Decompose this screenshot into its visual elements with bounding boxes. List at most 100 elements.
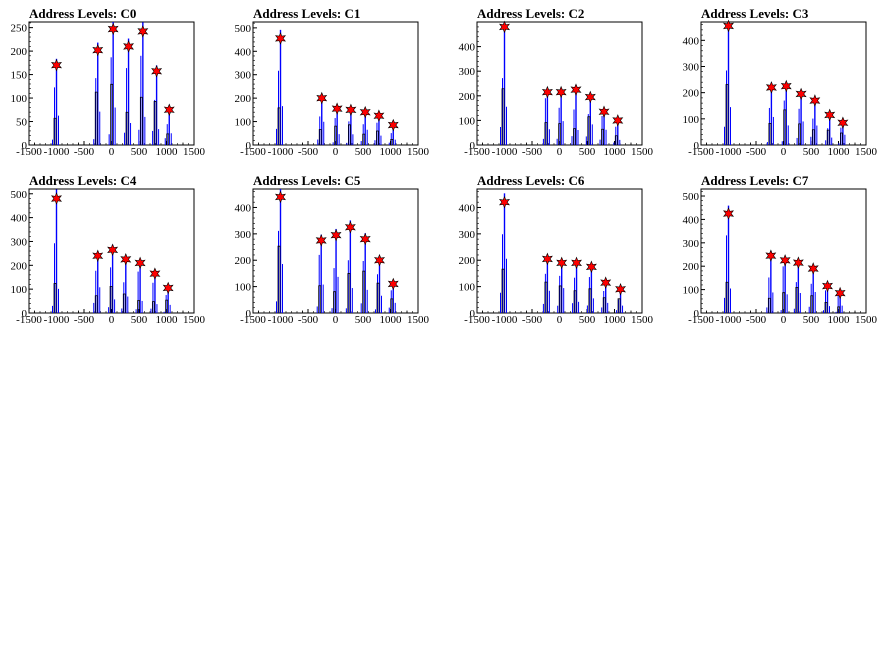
secondary-bar [501, 268, 505, 313]
x-tick-label: -500 [746, 314, 767, 326]
histogram-peak [359, 105, 371, 145]
secondary-bar [782, 292, 786, 313]
secondary-bar [588, 288, 592, 313]
x-tick-label: -1000 [44, 314, 70, 326]
x-tick-label: 0 [557, 146, 563, 158]
histogram-peak [824, 108, 836, 145]
panel-title: Address Levels: C1 [253, 6, 360, 21]
histogram-peak [498, 20, 511, 145]
panel-c5: Address Levels: C5-1500 -1000 -500 0 500 1000… [235, 173, 430, 326]
histogram-peak [571, 256, 583, 313]
secondary-bar [334, 125, 338, 145]
y-tick-label: 300 [235, 229, 252, 241]
panel-title: Address Levels: C0 [29, 6, 136, 21]
histogram-peak [345, 103, 357, 145]
histogram-peak [600, 276, 612, 313]
peak-marker [373, 253, 386, 267]
peak-marker [570, 83, 582, 97]
panel-c1: Address Levels: C1-1500 -1000 -500 0 500 1000… [235, 6, 430, 158]
secondary-bar [798, 123, 801, 145]
histogram-peak [792, 256, 804, 313]
secondary-bar [826, 129, 830, 145]
histogram-peak [612, 114, 624, 145]
y-tick-label: 300 [459, 66, 476, 78]
secondary-bar [725, 281, 729, 313]
peak-marker [834, 286, 846, 300]
y-tick-label: 400 [683, 35, 700, 47]
x-tick-label: -500 [522, 146, 543, 158]
x-tick-label: 0 [109, 146, 115, 158]
peak-marker [330, 228, 342, 242]
peak-marker [722, 19, 735, 33]
y-tick-label: 400 [683, 214, 700, 226]
y-tick-label: 200 [683, 261, 700, 273]
histogram-peak [834, 286, 846, 313]
x-tick-label: -1000 [44, 146, 70, 158]
histogram-peak [584, 90, 596, 145]
peak-marker [50, 58, 63, 72]
x-tick-label: 0 [333, 146, 339, 158]
y-tick-label: 300 [683, 238, 700, 250]
secondary-bar [767, 297, 771, 313]
secondary-bar [837, 306, 841, 313]
histogram-peak [556, 256, 568, 313]
peak-marker [837, 116, 849, 130]
x-tick-label: 0 [781, 146, 787, 158]
y-tick-label: 200 [11, 46, 28, 58]
secondary-bar [137, 300, 141, 313]
panel-c4: Address Levels: C4-1500 -1000 -500 0 500 1000… [11, 173, 206, 326]
y-tick-label: 0 [22, 308, 28, 320]
histogram-peak [780, 79, 792, 145]
y-tick-label: 500 [11, 189, 28, 201]
histogram-peak [151, 65, 163, 145]
y-tick-label: 250 [11, 23, 28, 35]
x-tick-label: -1000 [492, 146, 518, 158]
secondary-bar [166, 133, 170, 145]
peak-marker [541, 252, 553, 266]
y-tick-label: 400 [235, 202, 252, 214]
y-tick-label: 100 [11, 284, 28, 296]
secondary-bar [362, 133, 366, 145]
x-tick-label: -500 [298, 146, 319, 158]
x-tick-label: 500 [579, 314, 596, 326]
x-tick-label: 1000 [380, 146, 403, 158]
peak-marker [162, 281, 174, 295]
x-tick-label: 500 [355, 314, 372, 326]
secondary-bar [109, 286, 113, 313]
x-tick-label: -1000 [716, 314, 742, 326]
histogram-peak [344, 220, 356, 313]
y-tick-label: 0 [694, 140, 700, 152]
secondary-bar [376, 130, 379, 145]
secondary-bar [558, 285, 562, 313]
peak-marker [149, 267, 161, 280]
x-tick-label: 1500 [407, 314, 430, 326]
secondary-bar [795, 286, 799, 313]
y-tick-label: 200 [459, 91, 476, 103]
histogram-peak [541, 252, 553, 313]
x-tick-label: -1500 [464, 146, 490, 158]
peak-marker [92, 249, 104, 263]
x-tick-label: -500 [298, 314, 319, 326]
histogram-peak [570, 83, 582, 145]
x-tick-label: 0 [557, 314, 563, 326]
secondary-bar [573, 128, 576, 145]
secondary-bar [110, 83, 114, 145]
panel-title: Address Levels: C3 [701, 6, 809, 21]
histogram-peak [555, 85, 567, 145]
peak-marker [123, 40, 134, 53]
histogram-peak [615, 282, 627, 313]
x-tick-label: -1500 [688, 314, 714, 326]
histogram-peak [387, 277, 399, 313]
secondary-bar [840, 132, 843, 145]
x-tick-label: -1500 [16, 146, 42, 158]
histogram-peak [722, 205, 735, 313]
x-tick-label: 1000 [156, 314, 179, 326]
secondary-bar [318, 285, 322, 313]
x-tick-label: 1500 [183, 146, 206, 158]
peak-marker [615, 282, 627, 296]
histogram-peak [275, 29, 286, 145]
secondary-bar [139, 96, 143, 145]
x-tick-label: 500 [131, 314, 148, 326]
secondary-bar [94, 91, 98, 145]
